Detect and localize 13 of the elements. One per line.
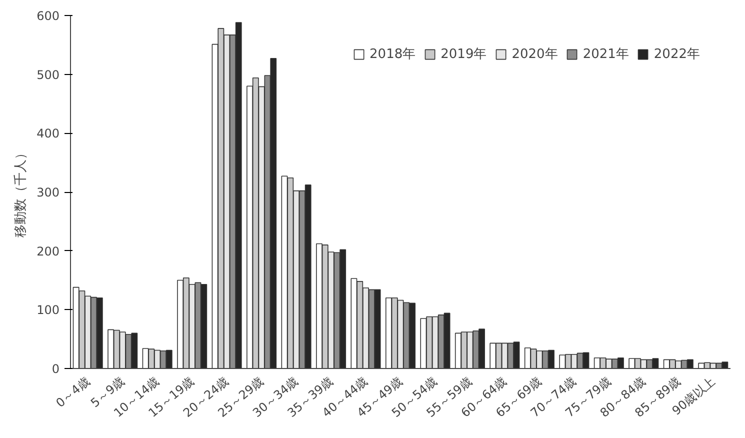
y-tick-label: 300 [36, 186, 60, 200]
y-tick-label: 500 [36, 68, 60, 82]
y-tick-label: 0 [52, 362, 60, 376]
y-tick-label: 200 [36, 244, 60, 258]
legend-label: 2018年 [370, 46, 416, 63]
y-tick-label: 600 [36, 9, 60, 23]
legend-label: 2021年 [582, 46, 629, 63]
y-tick-label: 100 [36, 303, 60, 318]
legend-label: 2020年 [512, 46, 558, 63]
y-tick-label: 400 [36, 126, 60, 141]
legend-label: 2022年 [654, 46, 700, 63]
legend-label: 2019年 [440, 46, 487, 63]
y-axis-title: 移動数（千人） [14, 146, 29, 238]
